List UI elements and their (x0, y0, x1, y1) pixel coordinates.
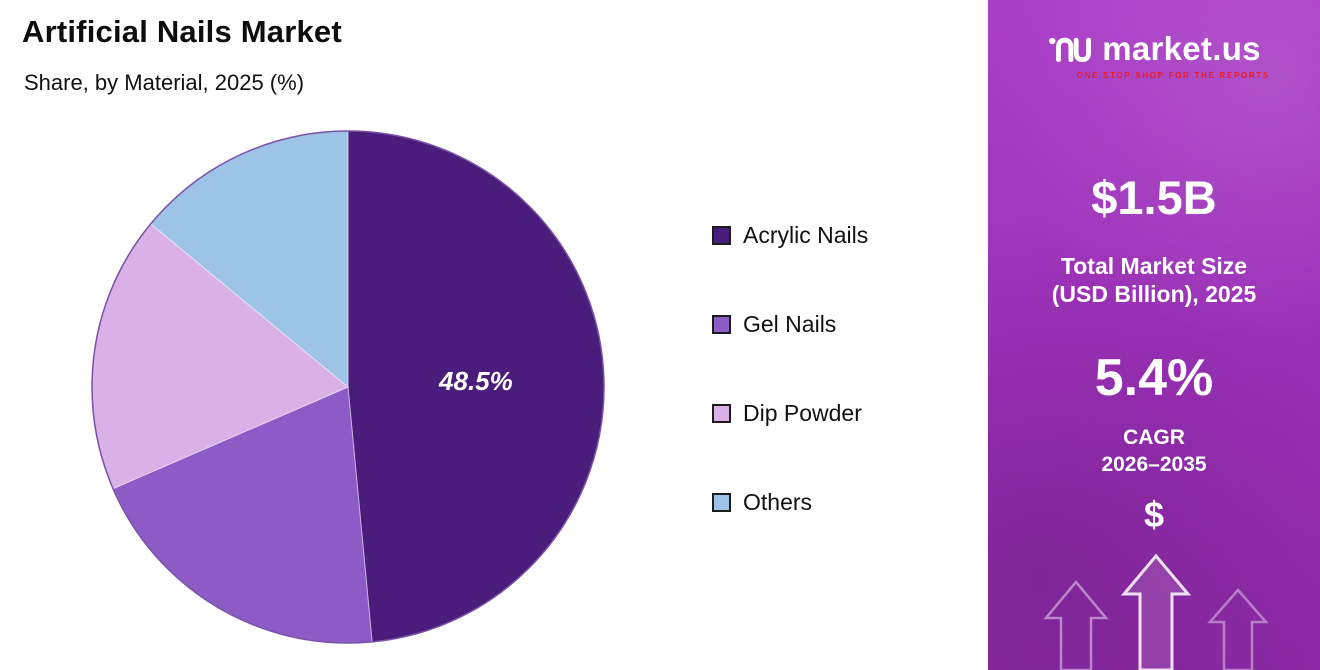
legend-label: Others (743, 489, 813, 515)
legend-label: Gel Nails (743, 311, 837, 337)
chart-legend: Acrylic Nails Gel Nails Dip Powder Other… (712, 222, 868, 516)
marketus-logo-icon (1049, 37, 1092, 63)
market-size-label-line2: (USD Billion), 2025 (1051, 281, 1257, 308)
legend-swatch (712, 493, 731, 512)
legend-item: Dip Powder (712, 400, 868, 427)
pie-outline (91, 130, 605, 644)
brand: market.us ONE STOP SHOP FOR THE REPORTS (988, 30, 1320, 80)
chart-subtitle: Share, by Material, 2025 (%) (24, 70, 305, 95)
brand-tagline: ONE STOP SHOP FOR THE REPORTS (1076, 71, 1270, 80)
legend-item: Acrylic Nails (712, 222, 868, 249)
growth-arrows-icon (1043, 553, 1269, 670)
pie-data-label: 48.5% (438, 366, 513, 396)
cagr-label-line2: 2026–2035 (1101, 453, 1207, 477)
cagr-label: CAGR 2026–2035 (988, 424, 1320, 479)
legend-swatch (712, 315, 731, 334)
brand-row: market.us (1047, 30, 1261, 68)
market-size-label: Total Market Size (USD Billion), 2025 (988, 252, 1320, 308)
market-size-label-line1: Total Market Size (1060, 253, 1248, 279)
market-size-value: $1.5B (1091, 171, 1217, 224)
legend-item: Others (712, 489, 868, 516)
cagr-value: 5.4% (1094, 349, 1214, 407)
chart-title: Artificial Nails Market (22, 14, 342, 49)
legend-swatch (712, 404, 731, 423)
legend-label: Acrylic Nails (743, 222, 869, 248)
pie-chart: 48.5% (91, 130, 605, 644)
side-panel: market.us ONE STOP SHOP FOR THE REPORTS … (988, 0, 1320, 670)
legend-item: Gel Nails (712, 311, 868, 338)
cagr-label-line1: CAGR (1123, 426, 1185, 449)
dollar-icon: $ (1143, 494, 1165, 535)
brand-name: market.us (1102, 30, 1261, 67)
legend-swatch (712, 226, 731, 245)
legend-label: Dip Powder (743, 400, 862, 426)
